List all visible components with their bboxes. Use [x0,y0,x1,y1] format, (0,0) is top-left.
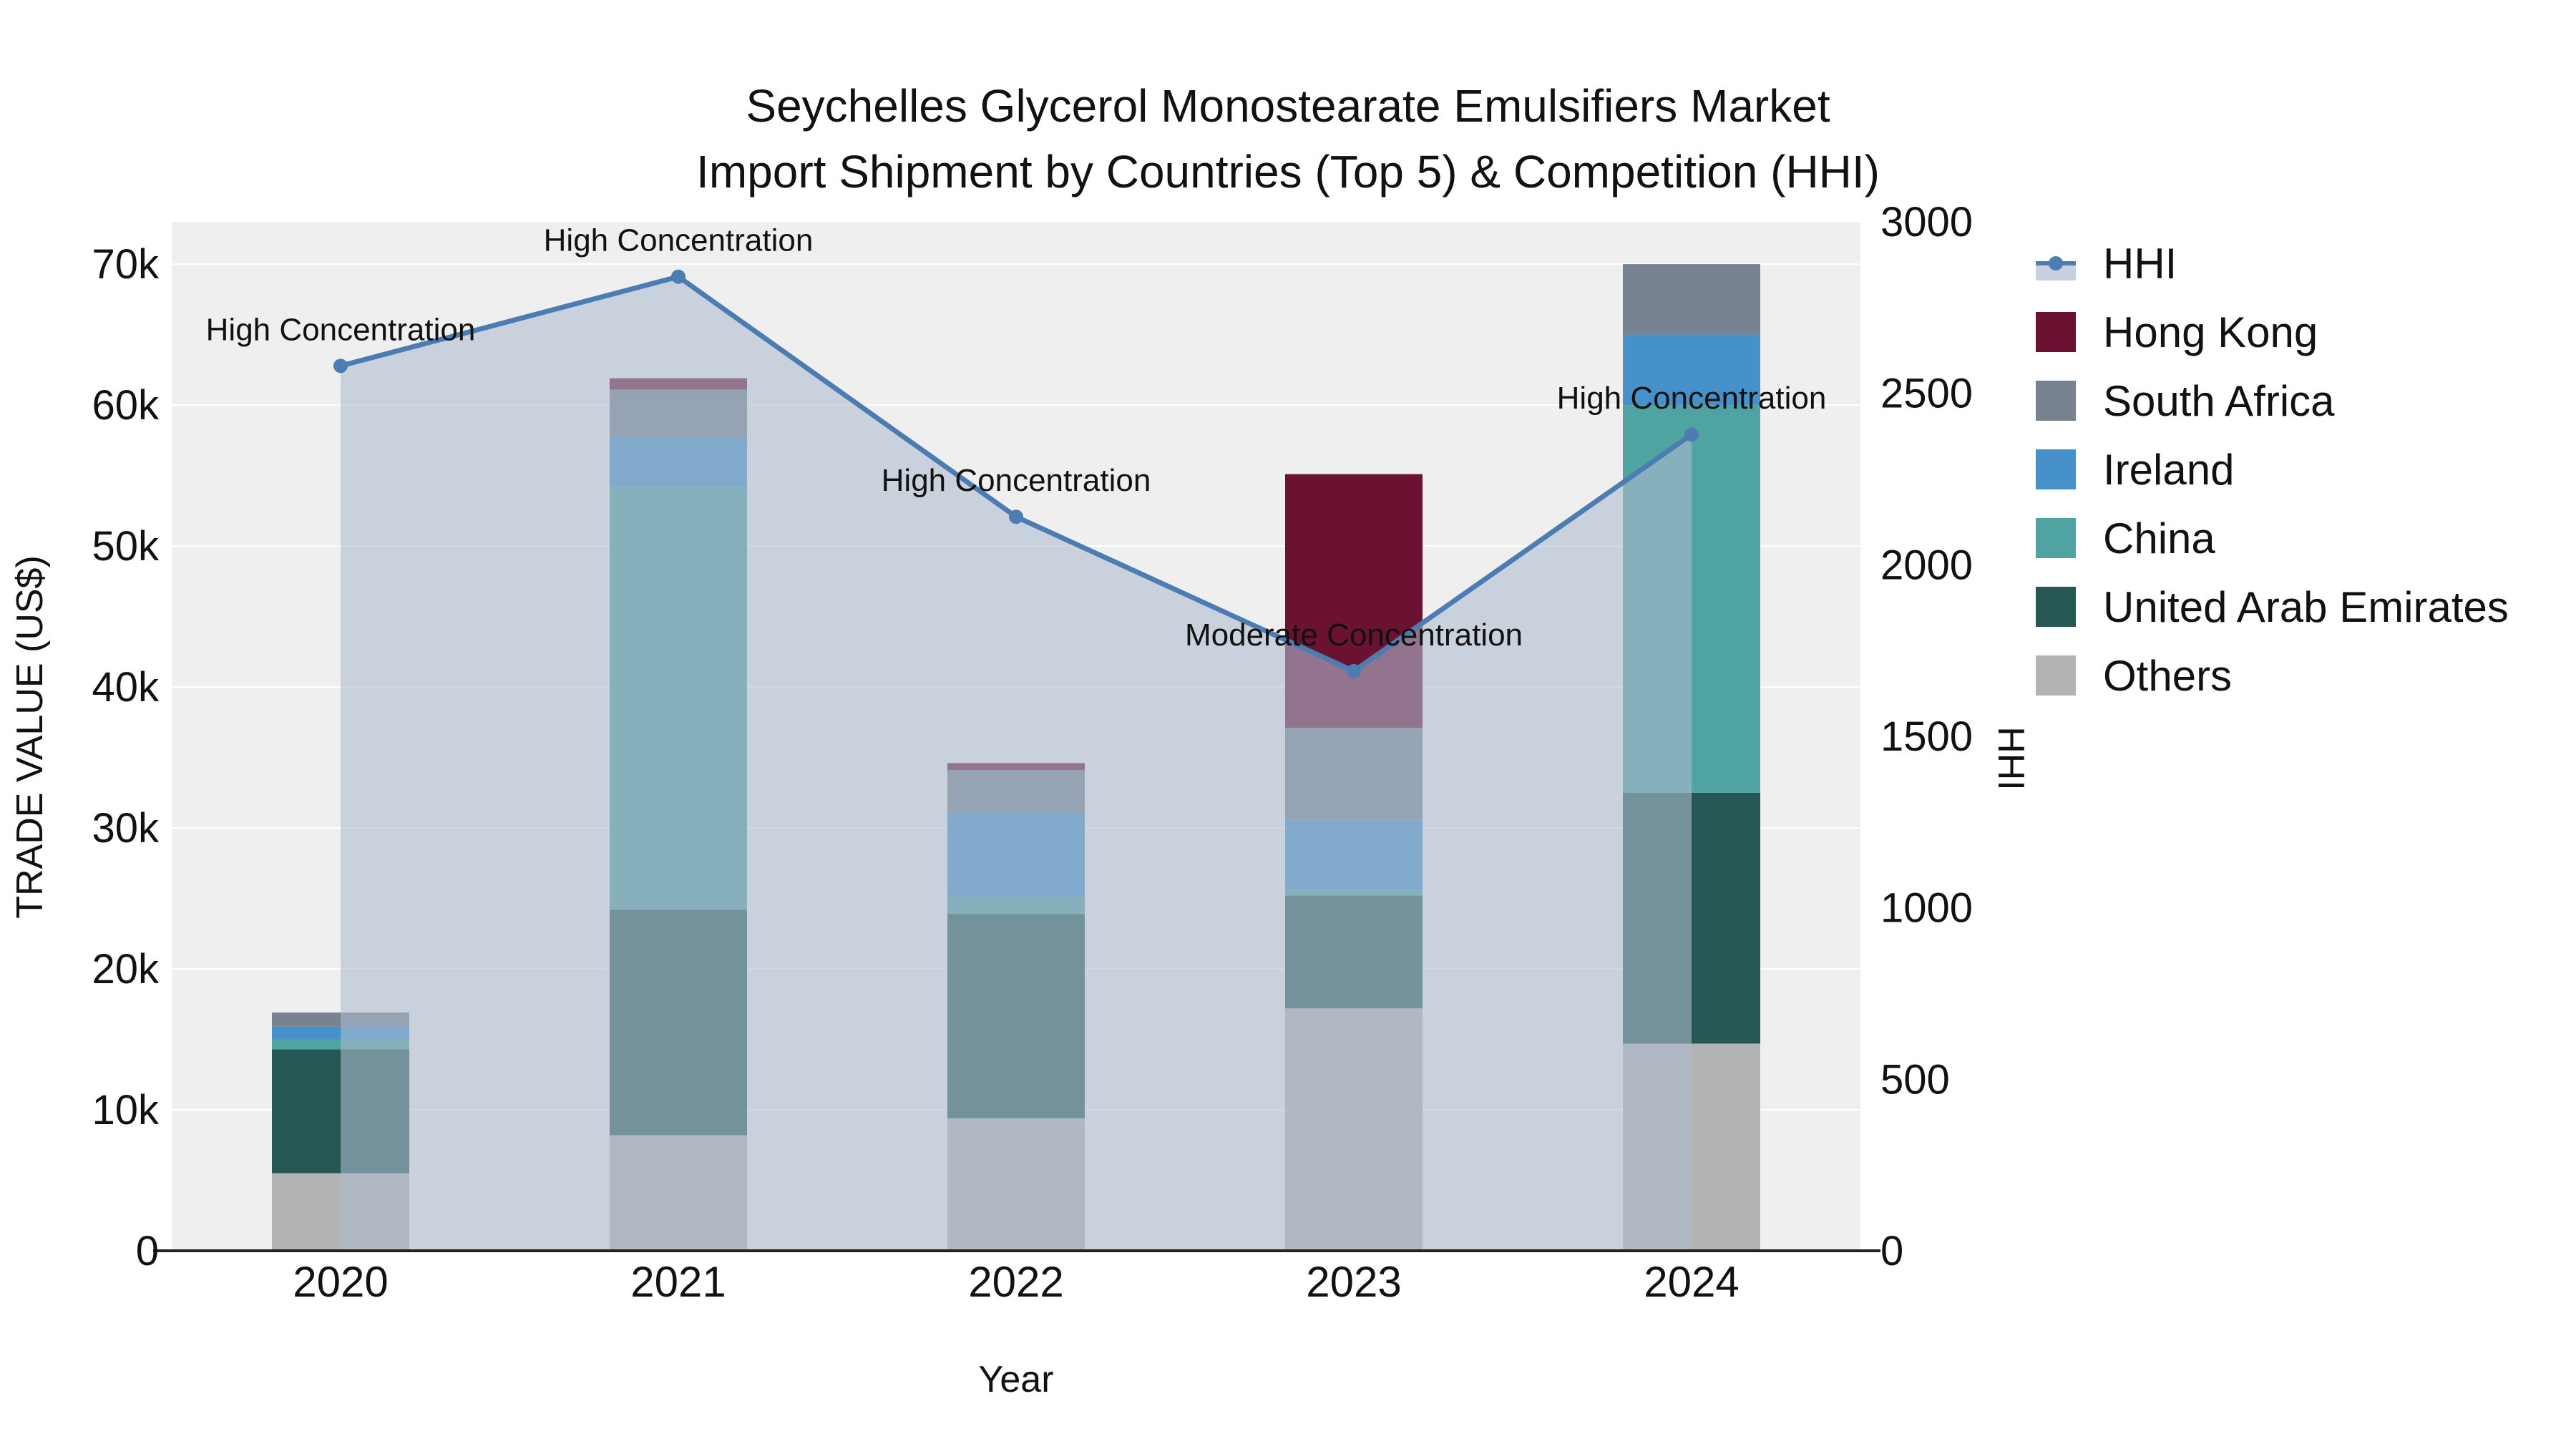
legend-item-south-africa[interactable]: South Africa [2036,366,2509,435]
left-tick-40k: 40k [92,664,160,711]
legend-item-ireland[interactable]: Ireland [2036,435,2509,504]
hhi-marker-2023[interactable] [1347,663,1361,678]
bar-segment-south-africa-2024[interactable] [1623,264,1760,335]
legend-label: South Africa [2103,376,2335,425]
right-tick-1000: 1000 [1880,885,1973,932]
legend-label: Ireland [2103,445,2235,494]
legend-swatch-united-arab-emirates [2036,587,2076,627]
legend-label: Others [2103,651,2233,700]
legend: HHI Hong Kong South Africa Ireland China Unit… [2036,229,2509,710]
x-tick-2023: 2023 [1306,1258,1401,1306]
legend-item-others[interactable]: Others [2036,641,2509,710]
right-tick-0: 0 [1880,1228,1903,1274]
bar-segment-ireland-2024[interactable] [1623,334,1760,406]
annotation-2024: High Concentration [1557,381,1827,416]
right-tick-3000: 3000 [1880,199,1973,245]
left-tick-50k: 50k [92,523,160,570]
legend-item-hhi[interactable]: HHI [2036,229,2509,298]
left-tick-70k: 70k [92,241,160,288]
annotation-2022: High Concentration [882,463,1151,498]
right-tick-500: 500 [1880,1056,1950,1103]
annotation-2021: High Concentration [544,223,814,258]
left-axis-title: TRADE VALUE (US$) [9,555,51,919]
chart-title-line1: Seychelles Glycerol Monostearate Emulsif… [746,80,1830,132]
annotation-2020: High Concentration [206,312,476,347]
left-tick-30k: 30k [92,805,160,852]
legend-swatch-hong-kong [2036,312,2076,352]
legend-swatch-ireland [2036,449,2076,489]
hhi-marker-2022[interactable] [1009,509,1023,525]
left-tick-60k: 60k [92,382,160,429]
chart-title-line2: Import Shipment by Countries (Top 5) & C… [696,146,1880,197]
x-tick-2021: 2021 [630,1258,726,1306]
legend-item-hong-kong[interactable]: Hong Kong [2036,298,2509,366]
chart-title: Seychelles Glycerol Monostearate Emulsif… [0,73,2576,205]
legend-swatch-china [2036,518,2076,558]
left-tick-10k: 10k [92,1087,160,1133]
x-tick-2020: 2020 [293,1258,388,1306]
right-tick-2500: 2500 [1880,371,1973,417]
legend-line-sample [2036,256,2076,280]
legend-label: Hong Kong [2103,308,2318,356]
annotation-2023: Moderate Concentration [1185,618,1523,653]
legend-swatch-south-africa [2036,381,2076,421]
legend-swatch-others [2036,655,2076,696]
hhi-marker-2024[interactable] [1684,427,1699,442]
right-axis-title: HHI [1990,726,2031,791]
legend-label: United Arab Emirates [2103,582,2509,631]
left-tick-0: 0 [136,1228,159,1274]
hhi-marker-2021[interactable] [671,269,686,284]
x-tick-2022: 2022 [968,1258,1063,1306]
right-tick-1500: 1500 [1880,713,1973,760]
x-axis-title: Year [978,1359,1054,1400]
right-tick-2000: 2000 [1880,542,1973,588]
x-tick-2024: 2024 [1644,1258,1739,1306]
hhi-area [341,276,1692,1251]
hhi-marker-2020[interactable] [333,358,348,374]
legend-item-united-arab-emirates[interactable]: United Arab Emirates [2036,572,2509,641]
legend-item-china[interactable]: China [2036,504,2509,572]
left-tick-20k: 20k [92,946,160,992]
legend-label: China [2103,514,2215,562]
legend-label: HHI [2103,239,2177,288]
